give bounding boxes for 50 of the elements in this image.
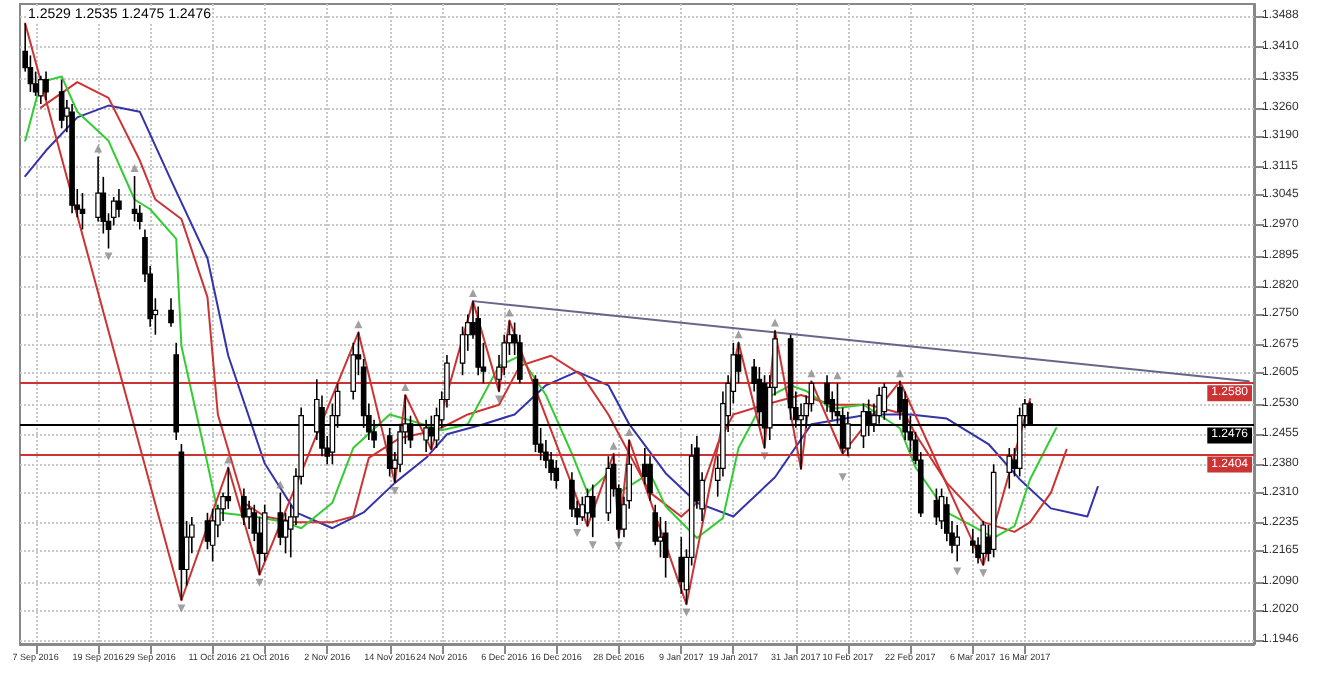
candlestick — [735, 341, 742, 385]
candlestick — [95, 155, 101, 223]
point — [609, 441, 618, 450]
point — [807, 369, 816, 378]
candlestick — [168, 297, 174, 328]
candlestick — [678, 536, 685, 595]
point — [573, 529, 582, 538]
candlestick — [209, 507, 216, 563]
candlestick — [58, 78, 65, 130]
candlestick — [657, 516, 664, 559]
point — [495, 395, 504, 404]
candlestick — [662, 520, 669, 579]
point — [838, 473, 847, 482]
point — [833, 371, 842, 380]
point — [130, 163, 139, 172]
candlestick — [933, 487, 940, 526]
candlestick — [579, 495, 586, 522]
candlestick — [43, 70, 49, 101]
point — [895, 369, 904, 378]
candlestick — [647, 455, 653, 502]
point — [588, 541, 597, 550]
point — [390, 486, 399, 495]
point — [734, 330, 743, 339]
candlestick — [1006, 447, 1013, 490]
point — [177, 604, 186, 613]
point — [104, 252, 113, 261]
candlestick — [553, 459, 560, 490]
point — [255, 578, 264, 587]
point — [770, 318, 779, 327]
candlestick — [38, 74, 44, 105]
candlestick — [980, 520, 987, 566]
point — [94, 144, 103, 153]
candlestick — [589, 483, 596, 538]
candlestick — [282, 512, 289, 555]
candlestick — [277, 491, 284, 547]
point — [625, 427, 634, 436]
candlestick — [824, 374, 830, 413]
point — [276, 480, 285, 489]
point — [979, 569, 988, 578]
point — [614, 542, 623, 551]
candlestick — [204, 512, 211, 551]
point — [354, 320, 363, 329]
candlestick — [881, 382, 888, 421]
point — [682, 608, 691, 617]
candlestick — [569, 471, 575, 518]
candlestick — [116, 188, 122, 219]
candlestick — [241, 487, 247, 526]
candlestick — [954, 524, 961, 563]
point — [468, 289, 477, 298]
candlestick — [970, 528, 976, 555]
